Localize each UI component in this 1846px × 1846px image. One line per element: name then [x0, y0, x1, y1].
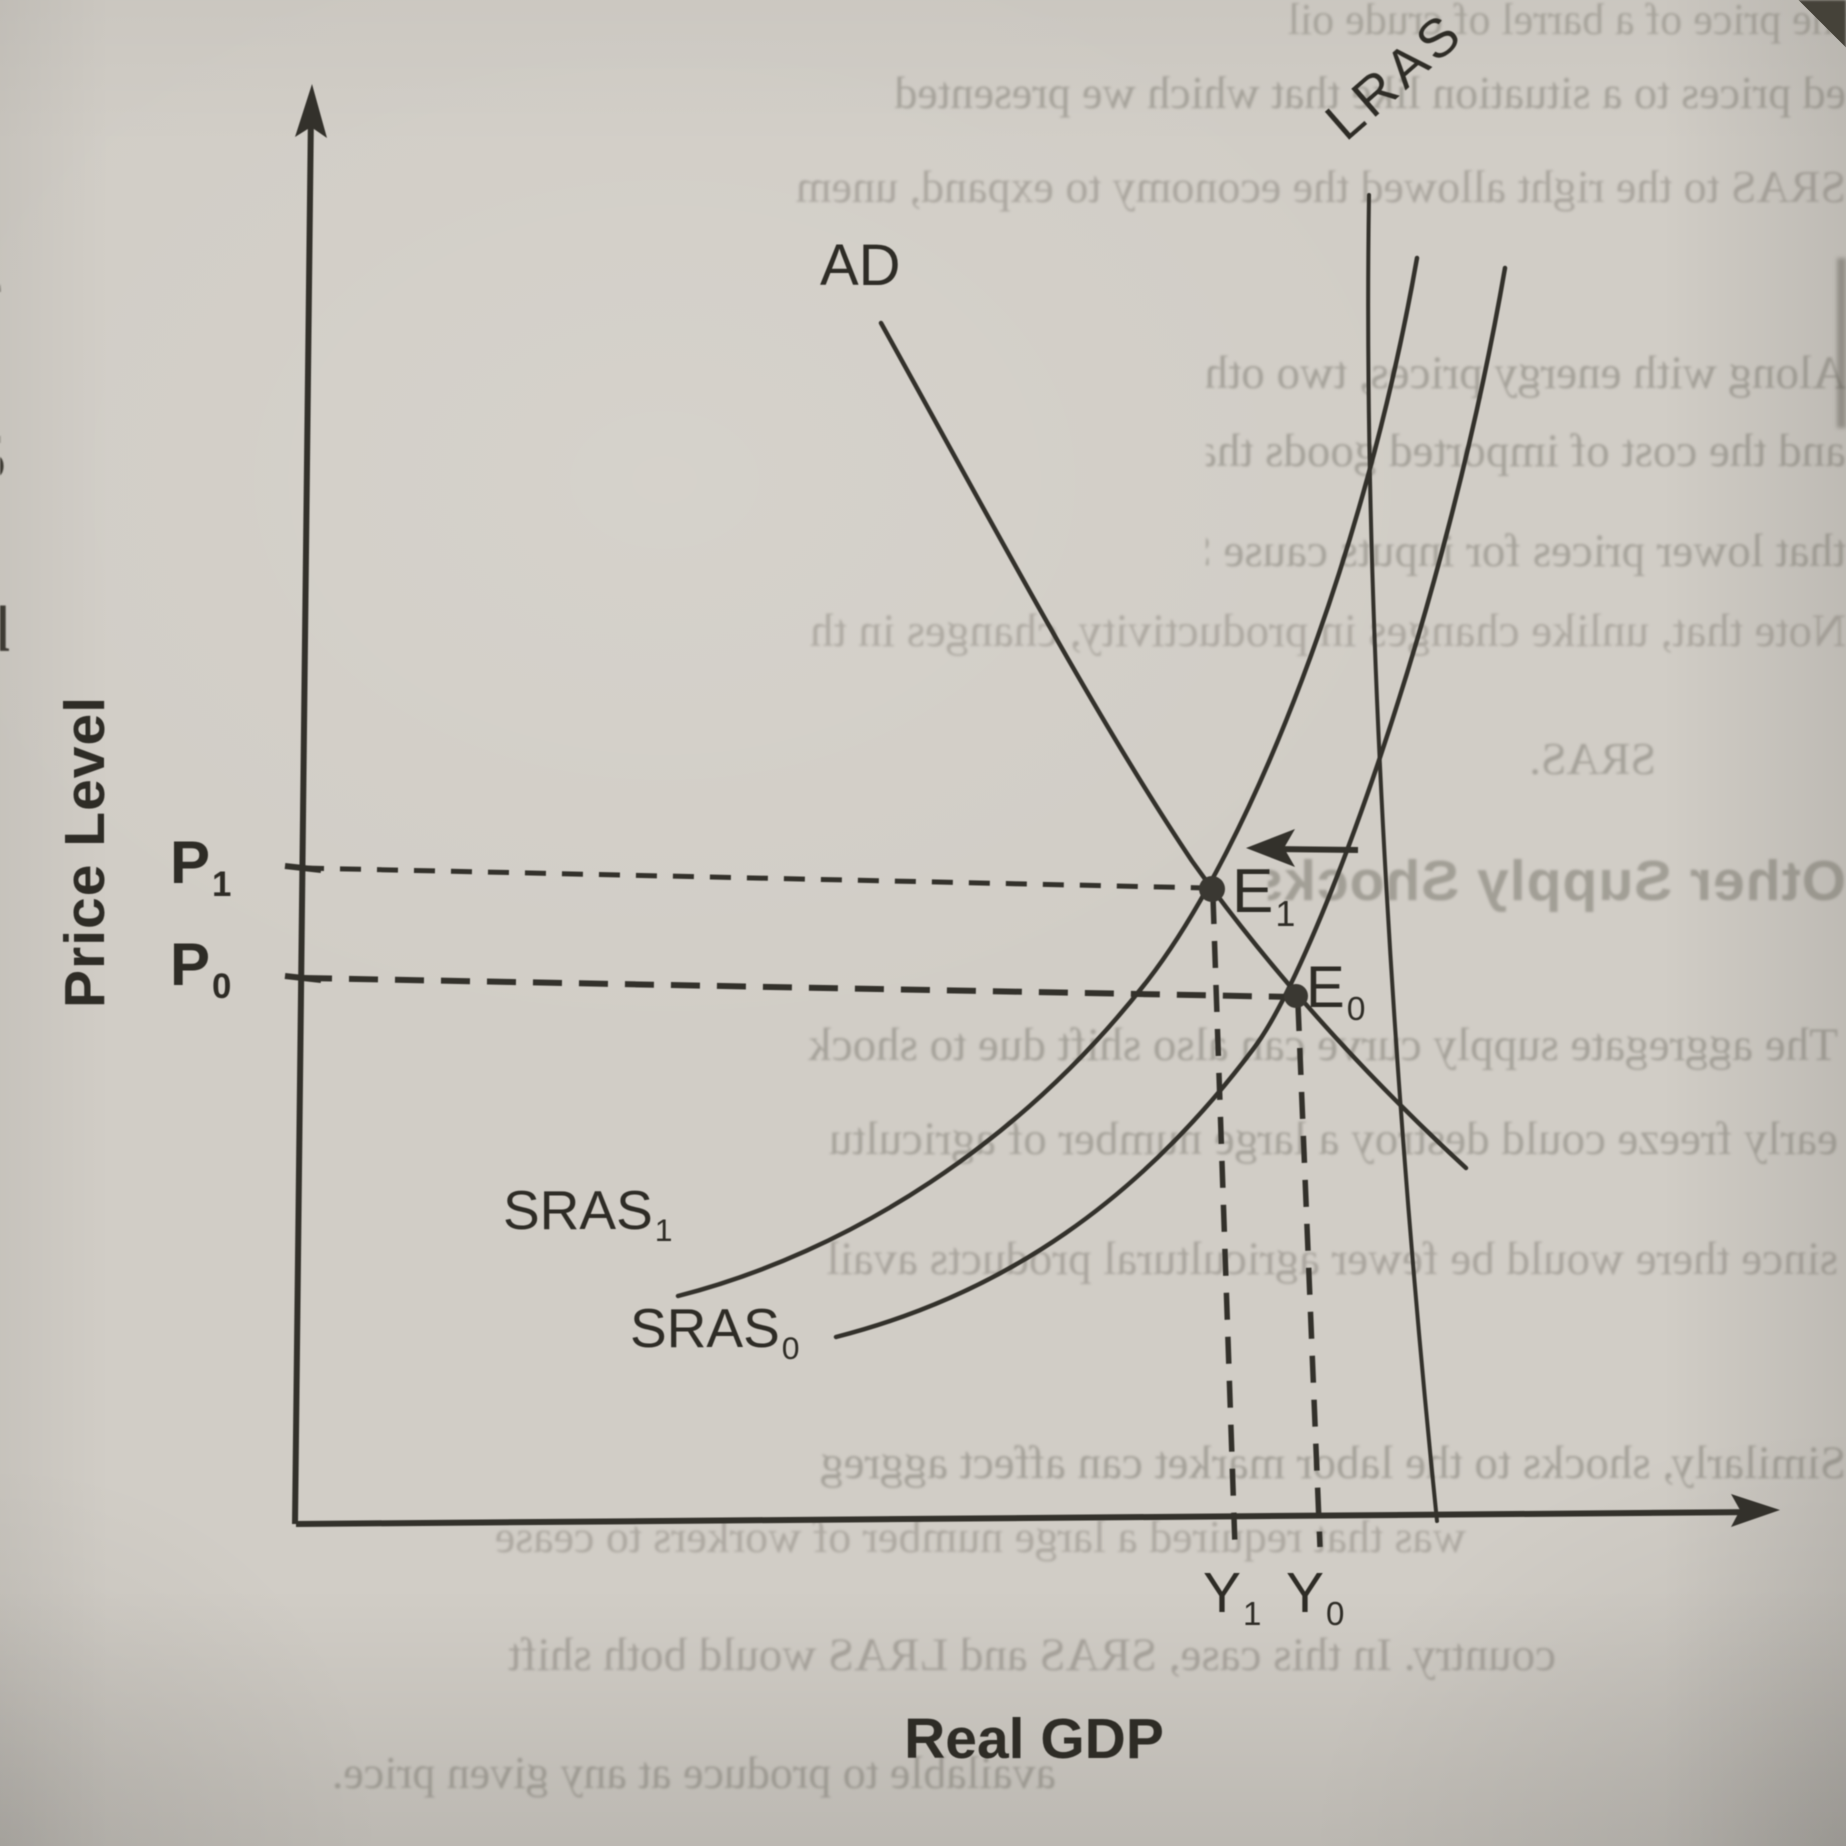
sras0-curve-label: SRAS0: [630, 1297, 800, 1367]
page-edge-text-fragment: 5: [0, 420, 36, 520]
lras-curve: [1366, 193, 1439, 1523]
left-arrow-icon: [1246, 829, 1295, 867]
e1-point: [1199, 876, 1225, 902]
ad-curve: [878, 320, 1469, 1171]
y1-dashed-line: [1210, 896, 1238, 1548]
y1-output-label: Y1: [1203, 1561, 1262, 1633]
sras1-curve: [675, 255, 1420, 1299]
page-edge-text-fragment: e: [0, 248, 36, 348]
x-axis: [295, 1509, 1763, 1527]
p0-dashed-line: [302, 975, 1295, 1000]
y0-output-label: Y0: [1286, 1561, 1345, 1633]
shift-arrow-shaft: [1271, 846, 1359, 853]
y0-dashed-line: [1295, 1003, 1323, 1548]
e0-point: [1284, 984, 1308, 1008]
sras1-curve-label: SRAS1: [503, 1179, 673, 1249]
p0-price-label: P0: [170, 931, 232, 1007]
y-axis: [292, 109, 314, 1525]
e0-point-label: E0: [1306, 955, 1366, 1028]
y-axis-label: Price Level: [53, 695, 117, 1008]
x-axis-label: Real GDP: [904, 1707, 1164, 1771]
x-axis-arrowhead-icon: [1731, 1494, 1780, 1527]
ad-curve-label: AD: [820, 233, 901, 298]
sras0-curve: [833, 265, 1508, 1340]
p1-dashed-line: [302, 865, 1208, 891]
page-edge-text-fragment: s: [0, 2, 36, 102]
e1-point-label: E1: [1232, 857, 1296, 934]
page-edge-smudge: [1837, 258, 1846, 428]
y-axis-arrowhead-icon: [295, 84, 327, 138]
p1-price-label: P1: [170, 829, 232, 905]
page-edge-text-fragment: d: [0, 592, 36, 692]
